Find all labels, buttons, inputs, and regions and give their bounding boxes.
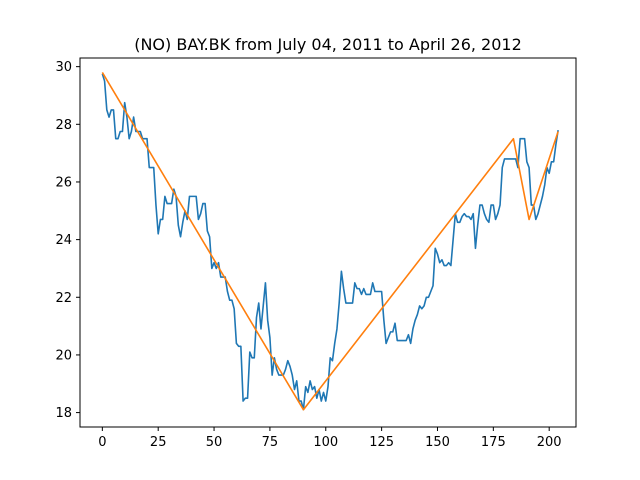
- x-axis: 0 25 50 75 100 125 150 175 200: [98, 427, 562, 450]
- x-tick-label: 75: [262, 435, 279, 450]
- x-tick-label: 50: [206, 435, 223, 450]
- y-tick-label: 24: [55, 233, 72, 248]
- y-tick-label: 18: [55, 406, 72, 421]
- y-tick-label: 20: [55, 348, 72, 363]
- chart-title: (NO) BAY.BK from July 04, 2011 to April …: [134, 35, 522, 54]
- x-tick-label: 125: [369, 435, 394, 450]
- x-tick-label: 0: [98, 435, 106, 450]
- y-tick-label: 30: [55, 60, 72, 75]
- series-layer: [101, 72, 559, 411]
- x-tick-label: 25: [150, 435, 167, 450]
- x-tick-label: 150: [425, 435, 450, 450]
- series-line-1: [101, 72, 559, 411]
- series-line-0: [101, 73, 559, 411]
- x-tick-label: 175: [481, 435, 506, 450]
- y-tick-label: 22: [55, 291, 72, 306]
- plot-frame: [79, 57, 577, 428]
- x-tick-label: 200: [537, 435, 562, 450]
- y-axis: 18 20 22 24 26 28 30: [55, 60, 80, 421]
- y-tick-label: 26: [55, 175, 72, 190]
- x-tick-label: 100: [313, 435, 338, 450]
- y-tick-label: 28: [55, 118, 72, 133]
